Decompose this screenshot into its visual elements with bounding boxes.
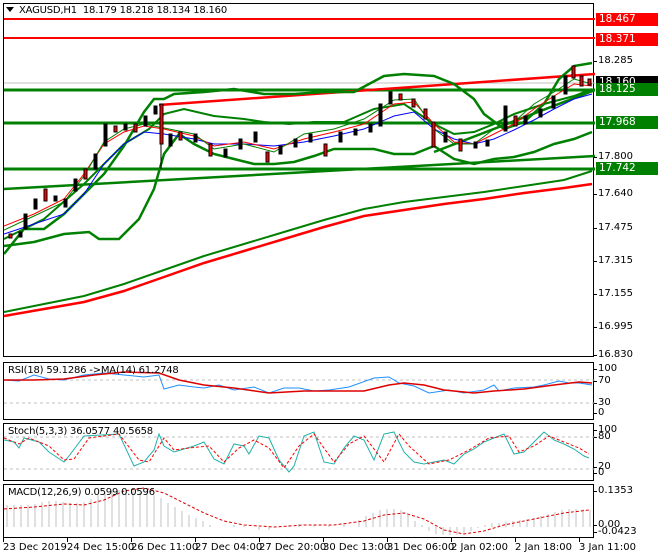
candles [8,65,592,239]
rsi-canvas [4,371,595,404]
stoch-tick: 100 [593,424,618,435]
stoch-canvas [4,431,595,473]
symbol-label: XAGUSD,H1 [19,5,77,16]
price-tick: 18.285 [594,55,633,66]
price-tick: 17.800 [594,151,633,162]
macd-tick: 0.00 [593,519,621,530]
time-axis: 23 Dec 2019 24 Dec 15:00 26 Dec 11:00 27… [0,538,660,560]
time-tick: 2 Jan 18:00 [515,538,572,553]
price-tick: 16.830 [594,349,633,360]
price-tick: 16.995 [594,321,633,332]
rsi-pane[interactable]: RSI(18) 59.1286 ->MA(14) 61.2748 [3,362,595,420]
price-axis: 18.467 18.371 18.285 18.160 18.125 17.96… [594,3,660,360]
stoch-tick: 80 [594,431,611,442]
price-tick: 17.640 [594,188,633,199]
price-tick: 17.315 [594,255,633,266]
macd-canvas [4,487,591,535]
open-value: 18.179 [82,5,117,16]
macd-tick: 0.1353 [594,485,633,496]
macd-tick: -0.0423 [594,526,637,537]
rsi-tick: 100 [593,363,618,374]
price-label-resistance-2: 18.371 [596,33,658,46]
price-label-support-2: 17.968 [596,116,658,129]
rsi-title: RSI(18) 59.1286 ->MA(14) 61.2748 [8,365,179,376]
time-tick: 27 Dec 04:00 [195,538,263,553]
stoch-tick: 0 [593,467,605,478]
price-tick: 17.475 [594,222,633,233]
price-label-support-3: 17.742 [596,162,658,175]
low-value: 18.134 [156,5,191,16]
close-value: 18.160 [193,5,228,16]
price-chart-canvas [4,18,595,318]
time-tick: 26 Dec 11:00 [131,538,199,553]
stochastic-pane[interactable]: Stoch(5,3,3) 36.0577 40.5658 [3,423,595,481]
price-chart-pane[interactable] [3,3,595,357]
price-label-support-1: 18.125 [596,83,658,96]
dropdown-triangle-icon[interactable] [6,7,14,12]
price-tick: 17.155 [594,288,633,299]
rsi-tick: 30 [594,397,611,408]
time-tick: 30 Dec 13:00 [323,538,391,553]
rsi-tick: 0 [593,407,605,418]
stoch-axis: 100 80 20 0 [593,423,660,481]
macd-pane[interactable]: MACD(12,26,9) 0.0599 0.0596 [3,484,594,538]
stoch-title: Stoch(5,3,3) 36.0577 40.5658 [8,426,153,437]
time-tick: 2 Jan 02:00 [451,538,508,553]
time-tick: 3 Jan 11:00 [579,538,636,553]
chart-header: XAGUSD,H1 18.179 18.218 18.134 18.160 [6,5,227,16]
time-tick: 24 Dec 15:00 [67,538,135,553]
time-tick: 31 Dec 06:00 [387,538,455,553]
macd-title: MACD(12,26,9) 0.0599 0.0596 [8,487,155,498]
time-tick: 27 Dec 20:00 [259,538,327,553]
time-tick: 23 Dec 2019 [3,538,67,553]
rsi-axis: 100 70 30 0 [593,362,660,420]
macd-axis: 0.1353 0.00 -0.0423 [593,484,660,538]
price-label-resistance-1: 18.467 [596,13,658,26]
high-value: 18.218 [119,5,154,16]
stoch-tick: 20 [594,461,611,472]
rsi-tick: 70 [594,375,611,386]
